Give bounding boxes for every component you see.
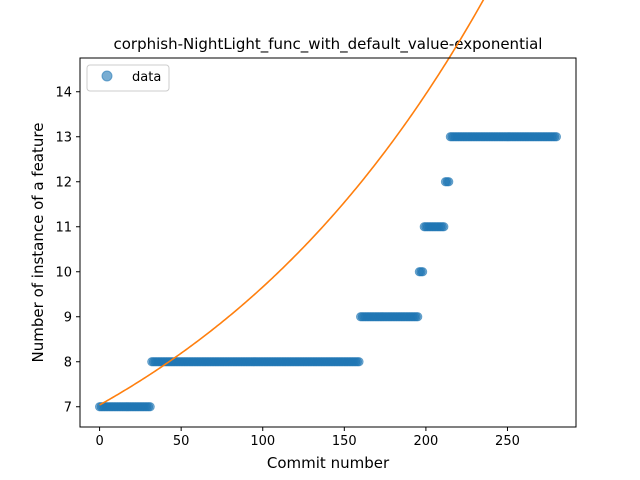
x-tick-label: 0	[95, 434, 103, 449]
chart-title: corphish-NightLight_func_with_default_va…	[114, 35, 543, 54]
data-point	[439, 222, 449, 232]
axis-ticks: 0 50 100 150 200 250 7 8 9 10 11 12 13 14	[55, 85, 519, 449]
y-axis-label: Number of instance of a feature	[29, 123, 47, 363]
plot-area	[94, 0, 562, 412]
x-tick-label: 250	[495, 434, 520, 449]
x-axis-label: Commit number	[267, 454, 390, 472]
y-tick-label: 12	[55, 175, 72, 190]
data-point	[551, 132, 562, 142]
y-tick-label: 14	[55, 85, 72, 100]
x-tick-label: 200	[413, 434, 438, 449]
data-point	[413, 312, 423, 322]
data-point	[418, 267, 428, 277]
y-tick-label: 13	[55, 130, 72, 145]
fit-line	[99, 0, 485, 406]
x-tick-label: 100	[250, 434, 275, 449]
legend-label-data: data	[132, 70, 161, 85]
y-tick-label: 9	[64, 310, 72, 325]
y-tick-label: 10	[55, 265, 72, 280]
data-point	[145, 402, 155, 412]
axes-frame	[79, 57, 577, 428]
data-point	[444, 177, 454, 187]
y-tick-label: 8	[64, 355, 72, 370]
x-tick-label: 50	[173, 434, 190, 449]
y-tick-label: 7	[64, 400, 72, 415]
x-tick-label: 150	[332, 434, 357, 449]
y-tick-label: 11	[55, 220, 72, 235]
data-point	[354, 357, 364, 367]
legend: data	[86, 64, 170, 92]
legend-marker-data	[101, 70, 113, 82]
